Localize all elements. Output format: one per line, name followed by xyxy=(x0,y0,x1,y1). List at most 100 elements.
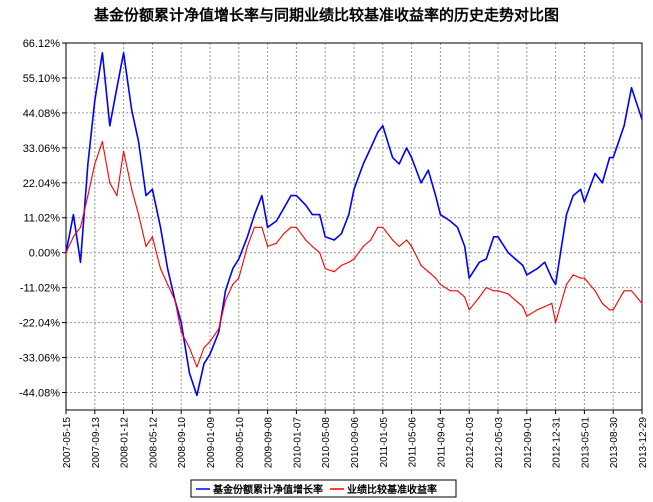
series-1-point xyxy=(180,321,182,324)
series-1-point xyxy=(497,236,499,238)
series-2-point xyxy=(377,226,379,228)
series-line-2 xyxy=(65,141,643,368)
series-2-point xyxy=(439,283,441,285)
y-tick-label: 33.06% xyxy=(23,143,61,155)
series-1-point xyxy=(261,195,263,197)
series-2-point xyxy=(333,271,335,273)
series-2-point xyxy=(196,366,198,368)
series-1-point xyxy=(601,182,603,184)
series-1-point xyxy=(109,125,111,127)
series-1-point xyxy=(411,157,413,159)
y-tick-label: 22.04% xyxy=(23,178,61,190)
series-1-point xyxy=(370,147,372,149)
series-2-point xyxy=(101,141,103,143)
series-2-point xyxy=(131,188,133,190)
series-1-point xyxy=(324,236,326,238)
series-2-point xyxy=(449,290,451,292)
x-tick-label: 2011-05-06 xyxy=(408,417,419,468)
x-tick-label: 2012-05-03 xyxy=(494,417,505,469)
series-2-point xyxy=(151,236,153,238)
series-2-point xyxy=(382,226,384,228)
series-1-point xyxy=(609,157,611,159)
series-2-point xyxy=(87,195,89,197)
series-2-point xyxy=(478,296,480,298)
series-1-point xyxy=(439,214,441,216)
series-1-point xyxy=(526,274,528,276)
series-1-point xyxy=(348,214,350,216)
series-2-point xyxy=(411,245,413,247)
series-1-point xyxy=(406,147,408,149)
series-2-point xyxy=(353,258,355,260)
series-line-1 xyxy=(65,52,643,397)
series-1-point xyxy=(116,87,118,89)
legend-frame xyxy=(190,479,457,498)
series-2-point xyxy=(485,287,487,289)
series-2-point xyxy=(551,302,553,304)
series-1-point xyxy=(188,372,191,374)
series-2-point xyxy=(72,236,74,238)
series-1-point xyxy=(138,141,140,143)
series-1-point xyxy=(551,277,553,279)
series-2-point xyxy=(180,331,182,333)
series-2-point xyxy=(514,299,517,301)
x-tick-label: 2008-01-12 xyxy=(120,417,131,469)
series-2-point xyxy=(138,214,140,216)
series-1-point xyxy=(94,99,96,102)
series-1-point xyxy=(203,363,205,365)
series-2-point xyxy=(94,163,96,165)
series-1-point xyxy=(427,169,429,171)
series-2-point xyxy=(464,296,466,298)
series-2-point xyxy=(324,268,326,270)
series-2-point xyxy=(123,150,125,152)
series-1-point xyxy=(468,277,470,279)
series-1-point xyxy=(340,233,342,235)
series-2-point xyxy=(612,309,614,311)
series-1-point xyxy=(238,258,240,260)
x-tick-label: 2007-05-15 xyxy=(62,417,73,469)
series-1-point xyxy=(232,268,234,270)
x-axis-ticks: 2007-05-15 2007-09-13 2008-01-12 2008-05-12… xyxy=(62,410,649,468)
series-1-point xyxy=(555,283,557,285)
x-tick-label: 2009-09-08 xyxy=(264,417,275,469)
plot-area-frame xyxy=(65,42,643,411)
series-1-point xyxy=(398,163,400,165)
series-2-point xyxy=(398,245,400,247)
series-1-point xyxy=(253,214,256,216)
series-2-point xyxy=(583,277,586,279)
series-2-point xyxy=(283,233,285,235)
series-2-point xyxy=(290,226,292,228)
series-2-point xyxy=(507,293,509,295)
chart-title: 基金份额累计净值增长率与同期业绩比较基准收益率的历史走势对比图 xyxy=(93,6,559,24)
x-tick-label: 2013-08-30 xyxy=(609,417,620,469)
series-2-point xyxy=(630,290,633,292)
series-1-point xyxy=(456,226,459,228)
series-2-point xyxy=(406,239,408,241)
y-tick-label: -44.08% xyxy=(19,387,60,399)
series-2-point xyxy=(370,239,372,241)
series-2-point xyxy=(295,226,297,228)
series-2-point xyxy=(456,290,459,292)
series-1-point xyxy=(522,264,524,266)
y-tick-label: 11.02% xyxy=(24,213,61,225)
series-2-point xyxy=(420,264,422,266)
series-1-point xyxy=(580,188,582,190)
series-2-point xyxy=(536,309,538,311)
series-1-point xyxy=(630,87,633,89)
series-1-point xyxy=(145,195,147,197)
series-1-point xyxy=(72,214,74,216)
x-tick-label: 2010-01-07 xyxy=(292,417,303,469)
series-1-point xyxy=(290,195,292,197)
series-1-point xyxy=(159,226,162,228)
series-1-point xyxy=(507,252,509,254)
series-1-point xyxy=(305,204,307,206)
x-tick-label: 2009-01-09 xyxy=(206,417,217,469)
series-2-point xyxy=(427,271,429,273)
series-2-point xyxy=(641,302,643,304)
x-tick-label: 2012-01-03 xyxy=(465,417,476,469)
series-1-point xyxy=(295,195,297,197)
series-1-point xyxy=(224,290,227,292)
series-1-point xyxy=(353,188,355,190)
x-tick-label: 2010-05-08 xyxy=(321,417,332,469)
series-2-point xyxy=(468,309,470,311)
series-2-point xyxy=(224,299,227,301)
